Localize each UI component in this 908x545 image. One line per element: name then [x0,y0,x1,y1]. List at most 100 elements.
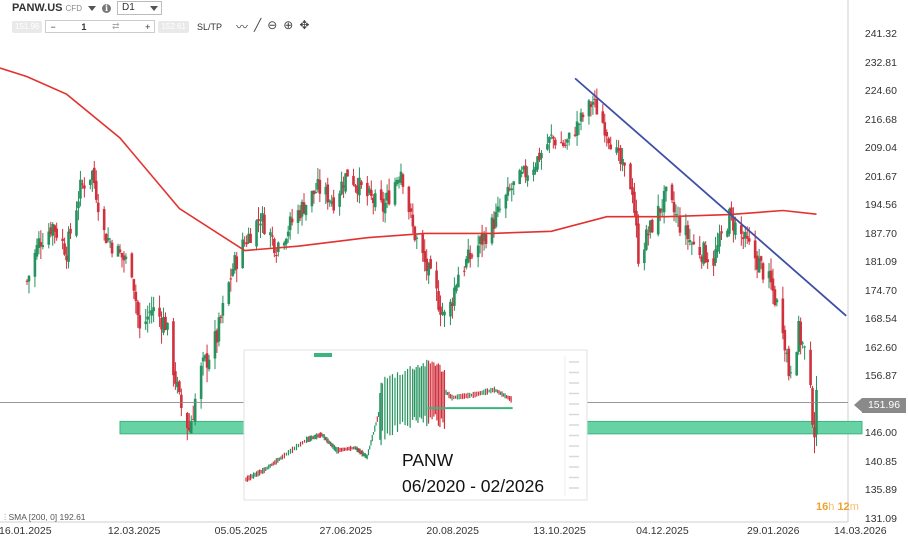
sltp-button[interactable]: SL/TP [196,21,222,32]
support-zone [119,420,863,435]
candle-body [368,188,371,194]
y-tick-label: 201.67 [864,170,897,183]
candle-body [587,100,591,117]
candle-body [407,186,411,213]
candle-body [455,285,458,292]
candle-body [637,223,640,264]
zoom-in-icon[interactable]: ⊕ [283,18,294,32]
y-tick-label: 232.81 [864,56,897,69]
candle-body [409,208,413,212]
drawing-tools-icon[interactable]: ╱ [253,18,262,32]
candle-body [371,197,375,204]
candle-body [108,241,112,243]
candle-body [482,233,486,241]
candle-body [714,249,717,263]
inset-period: 06/2020 - 02/2026 [402,476,545,496]
candle-body [415,237,419,239]
candle-body [506,186,510,196]
candle-body [686,225,690,240]
timeframe-select[interactable]: D1 [116,1,162,15]
candle-body [427,263,430,276]
candle-body [199,365,203,399]
candle-body [698,246,702,256]
candle-body [775,299,779,303]
candle-body [702,242,706,264]
symbol-dropdown-icon[interactable] [87,5,96,11]
candle-body [732,216,735,231]
candle-body [193,398,197,422]
candle-body [747,238,751,242]
candle-body [25,280,29,282]
candle-body [550,134,553,136]
candle-body [734,222,737,235]
quantity-stepper[interactable]: − 1 ⇄ + [45,20,156,33]
quantity-value[interactable]: 1 [81,21,87,32]
y-tick-label: 216.68 [864,113,897,126]
candle-body [603,122,607,136]
candle-body [136,301,140,316]
swap-icon[interactable]: ⇄ [112,21,120,31]
candle-body [674,214,678,216]
candle-body [577,123,581,125]
candle-body [449,301,452,317]
candle-body [69,228,72,234]
candle-body [213,331,217,359]
candle-body [81,183,84,185]
candle-body [233,255,237,271]
sma-settings-icon[interactable]: ⫶ [4,512,9,522]
minus-button[interactable]: − [50,21,56,32]
candle-body [633,191,636,213]
sma-legend: ⫶ SMA [200, 0] 192.61 [4,512,86,523]
candle-body [241,239,244,269]
y-tick-label: 168.54 [864,313,897,326]
candle-body [421,234,425,254]
candle-body [282,242,286,246]
candle-body [185,413,189,429]
candle-body [532,169,535,175]
x-tick-label: 20.08.2025 [426,525,479,537]
indicator-icon[interactable]: 〰 [235,20,248,34]
candle-body [172,321,175,376]
candle-body [387,190,391,205]
candle-body [90,170,94,181]
candle-body [296,210,300,223]
sell-price-button[interactable]: 151.96 [12,20,43,33]
buy-price-button[interactable]: 152.61 [158,20,189,33]
countdown-minutes: 12 [837,501,850,513]
countdown-hours-unit: h [828,501,835,513]
info-icon[interactable]: i [101,3,111,13]
candle-body [383,202,387,214]
inset-title: PANW [402,450,454,470]
candle-body [187,427,191,431]
y-tick-label: 174.70 [864,284,897,297]
candle-body [730,207,733,215]
candle-body [273,238,276,253]
candle-body [581,114,585,118]
zoom-out-icon[interactable]: ⊖ [267,18,278,32]
symbol-label[interactable]: PANW.US [12,2,63,14]
candle-countdown: 16h 12m [816,501,859,513]
candle-body [356,186,359,194]
candle-body [718,233,721,247]
candle-body [75,210,78,236]
candle-body [664,186,668,192]
candle-body [593,98,597,100]
x-tick-label: 29.01.2026 [746,525,800,537]
crosshair-icon[interactable]: ✥ [299,18,310,32]
candle-body [767,271,771,279]
plus-button[interactable]: + [145,21,151,32]
candle-body [524,165,527,178]
candle-body [605,131,609,137]
candle-body [298,210,302,219]
candle-body [369,190,373,196]
candle-body [249,233,252,244]
candle-body [178,381,181,393]
candle-body [437,291,440,310]
candle-body [122,255,126,261]
candle-body [166,322,169,330]
x-tick-label: 13.10.2025 [533,525,586,537]
x-tick-label: 12.03.2025 [107,525,161,537]
candle-body [441,312,444,315]
candle-body [102,209,106,231]
